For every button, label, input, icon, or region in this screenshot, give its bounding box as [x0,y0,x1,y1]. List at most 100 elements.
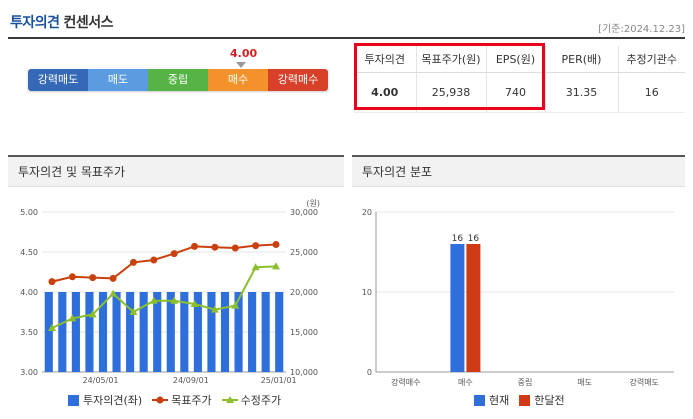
legend-target-swatch [152,396,169,404]
legend-opinion: 투자의견(좌) [68,392,142,408]
legend-target: 목표주가 [152,392,212,408]
opinion-bar [261,292,270,372]
chart1-legend: 투자의견(좌) 목표주가 수정주가 [68,392,291,408]
panel-title: 투자의견 및 목표주가 [8,157,344,187]
target-price-point [170,250,178,258]
y-left-tick: 5.00 [20,208,38,217]
opinion-bar [126,292,135,372]
x-tick: 24/09/01 [173,376,209,385]
opinion-bar [193,292,202,372]
panel-title: 투자의견 분포 [352,157,685,187]
category-label: 중립 [518,378,533,387]
opinion-bar [44,292,53,372]
adjusted-price-point [190,300,199,307]
legend-opinion-swatch [68,394,79,406]
opinion-bar [85,292,94,372]
legend-adjusted: 수정주가 [221,392,282,408]
legend-current-swatch [474,394,485,406]
legend-prev: 한달전 [519,392,565,408]
cell-institutions: 16 [617,72,685,113]
target-price-point [48,278,56,286]
section-subtitle: 컨센서스 [63,15,114,31]
cell-eps: 740 [485,72,545,113]
opinion-bar [98,292,108,372]
col-institutions: 추정기관수 [617,46,685,73]
table-header-row: 투자의견 목표주가(원) EPS(원) PER(배) 추정기관수 [354,46,685,73]
header-divider [8,37,685,39]
category-label: 강력매수 [391,377,420,387]
adjusted-price-point [170,296,179,304]
y-left-tick: 4.00 [20,288,38,297]
target-price-point [68,273,76,281]
x-tick: 25/01/01 [261,376,297,385]
y-tick: 0 [367,368,372,377]
x-tick: 24/05/01 [83,376,119,385]
category-label: 매수 [458,378,473,387]
target-price-point [231,244,239,252]
legend-adjusted-label: 수정주가 [240,394,282,407]
y-right-tick: 10,000 [290,368,318,377]
target-price-point [150,256,158,264]
opinion-scale: 강력매도 매도 중립 매수 강력매수 [28,69,328,91]
y-left-tick: 3.50 [20,328,38,337]
opinion-bar [248,292,257,372]
opinion-strong-sell: 강력매도 [28,69,88,91]
col-per: PER(배) [544,46,618,73]
adjusted-price-point [88,310,97,318]
opinion-bar [112,292,121,372]
legend-prev-swatch [519,394,531,406]
y-left-tick: 4.50 [20,248,38,257]
adjusted-price-point [210,305,219,313]
col-target-price: 목표주가(원) [415,46,486,73]
adjusted-price-point [272,262,280,270]
opinion-bar [275,292,284,372]
legend-current: 현재 [474,392,509,408]
current-bar [450,244,465,372]
base-date: [기준:2024.12.23] [598,24,685,35]
data-label: 16 [468,234,480,244]
y-tick: 20 [362,208,372,217]
adjusted-price-point [149,296,158,304]
legend-adjusted-swatch [221,396,238,403]
category-label: 강력매도 [629,377,658,387]
legend-opinion-label: 투자의견(좌) [83,394,143,407]
opinion-target-panel: 투자의견 및 목표주가 3.00 3.50 4.00 4.50 5.00 10,000 15… [8,155,344,419]
opinion-bar [58,292,67,372]
prev-bar [466,244,481,372]
opinion-buy: 매수 [208,69,268,91]
opinion-marker-icon [236,62,246,68]
y-right-tick: 20,000 [290,288,318,297]
highlight-box [354,43,545,110]
target-price-point [211,243,219,251]
target-price-point [129,258,137,266]
target-price-point [272,240,280,248]
opinion-bar [207,292,216,372]
y-right-tick: 30,000 [290,208,318,217]
adjusted-price-point [129,308,138,315]
adjusted-price-point [231,301,240,309]
adjusted-price-point [68,314,77,322]
opinion-bar [180,292,189,372]
cell-per: 31.35 [544,72,618,113]
opinion-distribution-panel: 투자의견 분포 0 10 20 강력매수 매수 중립 매도 강력매도 16 16 현재 한달전 [352,155,685,419]
y-right-tick: 25,000 [290,248,318,257]
opinion-distribution-chart: 0 10 20 강력매수 매수 중립 매도 강력매도 16 16 [362,208,674,387]
opinion-sell: 매도 [88,69,148,91]
data-label: 16 [452,234,464,244]
chart2-legend: 현재 한달전 [474,392,575,408]
legend-prev-label: 한달전 [534,394,565,407]
adjusted-price-point [109,289,118,297]
opinion-bar [220,292,230,372]
cell-opinion: 4.00 [354,72,416,113]
cell-target-price: 25,938 [415,72,486,113]
consensus-table: 투자의견 목표주가(원) EPS(원) PER(배) 추정기관수 4.00 25… [354,46,685,113]
y-tick: 10 [362,288,372,297]
legend-target-label: 목표주가 [171,394,212,407]
target-price-point [109,274,117,282]
opinion-bar [139,292,148,372]
adjusted-price-line [51,265,277,329]
table-row: 4.00 25,938 740 31.35 16 [354,72,685,113]
target-price-point [252,242,260,250]
target-price-point [89,274,97,282]
target-price-point [191,242,199,250]
